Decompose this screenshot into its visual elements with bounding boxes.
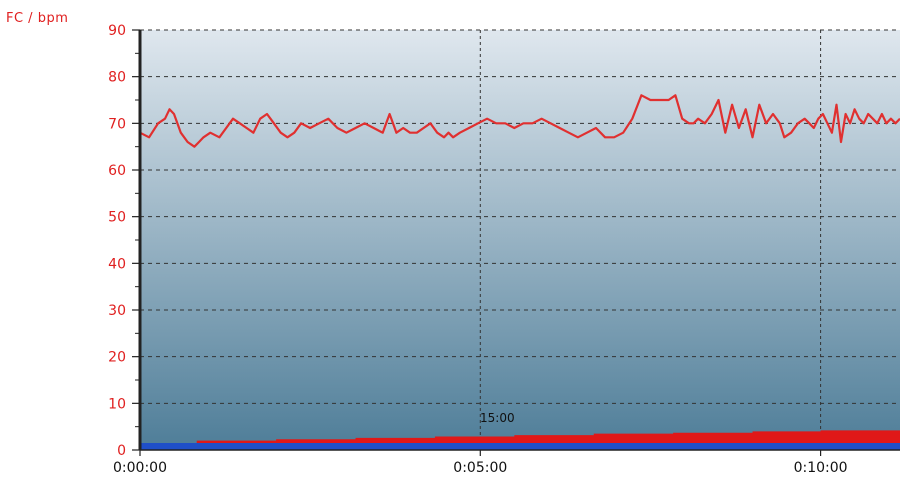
y-tick-label: 60 (108, 163, 126, 179)
y-tick-label: 90 (108, 23, 126, 39)
x-tick-label: 0:10:00 (794, 460, 848, 476)
y-tick-label: 10 (108, 396, 126, 412)
y-tick-label: 0 (117, 443, 126, 459)
x-tick-label: 0:00:00 (113, 460, 167, 476)
annotation-label: 15:00 (480, 411, 515, 425)
bottom-bands (140, 429, 900, 450)
y-tick-label: 30 (108, 303, 126, 319)
base-series-band (140, 443, 900, 450)
annotations: 15:00 (480, 411, 515, 425)
heart-rate-line (139, 94, 900, 148)
y-ticks: 0 10 20 30 40 50 60 70 80 90 (108, 23, 140, 459)
y-axis-label: FC / bpm (6, 11, 68, 26)
plot-area (140, 30, 900, 450)
y-tick-label: 50 (108, 210, 126, 226)
y-tick-label: 70 (108, 116, 126, 132)
grid-lines (140, 29, 900, 450)
x-ticks: 0:00:00 0:05:00 0:10:00 (113, 450, 848, 476)
y-tick-label: 80 (108, 70, 126, 86)
x-tick-label: 0:05:00 (453, 460, 507, 476)
y-tick-label: 40 (108, 256, 126, 272)
y-tick-label: 20 (108, 350, 126, 366)
series-group (139, 94, 900, 148)
